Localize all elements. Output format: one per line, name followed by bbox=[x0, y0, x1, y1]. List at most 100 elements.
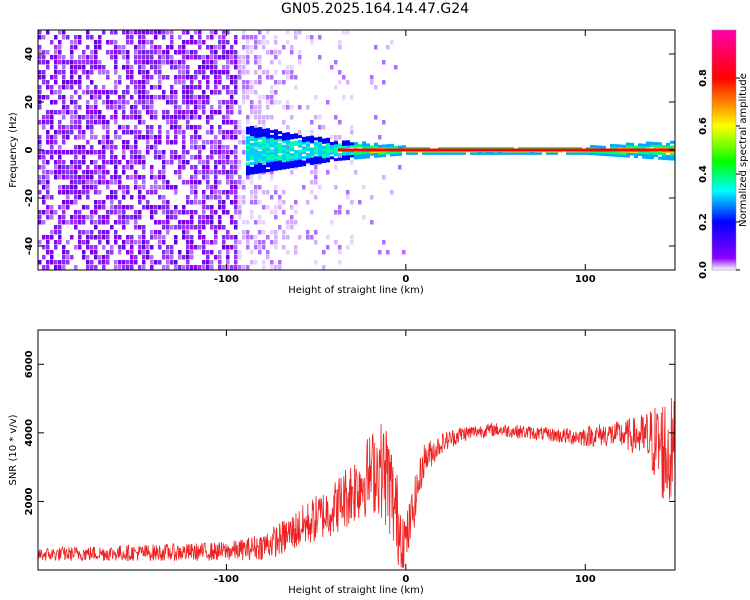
heatmap-cell bbox=[266, 152, 270, 156]
heatmap-cell bbox=[210, 60, 214, 65]
heatmap-cell bbox=[74, 225, 78, 230]
heatmap-cell bbox=[106, 170, 110, 175]
heatmap-cell bbox=[218, 150, 222, 155]
heatmap-cell bbox=[230, 220, 234, 225]
heatmap-cell bbox=[226, 130, 230, 135]
heatmap-cell bbox=[98, 255, 102, 260]
heatmap-cell bbox=[90, 95, 94, 100]
heatmap-cell bbox=[114, 115, 118, 120]
heatmap-cell bbox=[222, 85, 226, 90]
heatmap-cell bbox=[194, 200, 198, 205]
heatmap-cell bbox=[58, 165, 62, 170]
heatmap-cell bbox=[46, 150, 50, 155]
heatmap-cell bbox=[130, 35, 134, 40]
heatmap-cell bbox=[282, 164, 286, 168]
heatmap-cell bbox=[282, 235, 286, 240]
heatmap-cell bbox=[206, 60, 210, 65]
heatmap-cell bbox=[42, 200, 46, 205]
heatmap-cell bbox=[254, 127, 258, 131]
heatmap-cell bbox=[322, 250, 326, 255]
heatmap-cell bbox=[46, 175, 50, 180]
heatmap-cell bbox=[70, 55, 74, 60]
heatmap-cell bbox=[258, 60, 262, 65]
heatmap-cell bbox=[82, 170, 86, 175]
heatmap-cell bbox=[154, 85, 158, 90]
heatmap-cell bbox=[230, 160, 234, 165]
heatmap-cell bbox=[362, 185, 366, 190]
heatmap-cell bbox=[318, 125, 322, 130]
heatmap-cell bbox=[86, 100, 90, 105]
heatmap-cell bbox=[330, 135, 334, 140]
heatmap-cell bbox=[178, 160, 182, 165]
heatmap-cell bbox=[66, 85, 70, 90]
heatmap-cell bbox=[338, 45, 342, 50]
heatmap-cell bbox=[274, 55, 278, 60]
heatmap-cell bbox=[122, 100, 126, 105]
heatmap-cell bbox=[110, 90, 114, 95]
heatmap-cell bbox=[186, 55, 190, 60]
heatmap-cell bbox=[258, 143, 262, 147]
heatmap-cell bbox=[214, 170, 218, 175]
heatmap-cell bbox=[394, 65, 398, 70]
heatmap-cell bbox=[138, 240, 142, 245]
heatmap-cell bbox=[334, 146, 338, 150]
heatmap-cell bbox=[302, 156, 306, 160]
heatmap-cell bbox=[162, 210, 166, 215]
heatmap-cell bbox=[190, 185, 194, 190]
heatmap-cell bbox=[190, 100, 194, 105]
heatmap-cell bbox=[282, 156, 286, 160]
heatmap-cell bbox=[74, 100, 78, 105]
heatmap-cell bbox=[74, 135, 78, 140]
heatmap-cell bbox=[258, 141, 262, 145]
heatmap-cell bbox=[186, 90, 190, 95]
heatmap-cell bbox=[66, 165, 70, 170]
heatmap-cell bbox=[138, 110, 142, 115]
heatmap-cell bbox=[146, 60, 150, 65]
heatmap-cell bbox=[58, 205, 62, 210]
heatmap-cell bbox=[574, 151, 578, 155]
heatmap-cell bbox=[210, 185, 214, 190]
heatmap-cell bbox=[178, 75, 182, 80]
heatmap-cell bbox=[222, 130, 226, 135]
heatmap-cell bbox=[182, 160, 186, 165]
heatmap-cell bbox=[234, 250, 238, 255]
heatmap-cell bbox=[166, 220, 170, 225]
heatmap-cell bbox=[634, 155, 638, 159]
heatmap-cell bbox=[230, 135, 234, 140]
heatmap-cell bbox=[190, 110, 194, 115]
heatmap-ridge-cell bbox=[654, 148, 658, 152]
heatmap-cell bbox=[654, 142, 658, 146]
heatmap-cell bbox=[310, 40, 314, 45]
heatmap-cell bbox=[658, 144, 662, 148]
heatmap-cell bbox=[226, 160, 230, 165]
heatmap-cell bbox=[162, 205, 166, 210]
heatmap-ridge-cell bbox=[442, 148, 446, 152]
heatmap-cell bbox=[638, 150, 642, 154]
heatmap-cell bbox=[498, 151, 502, 155]
heatmap-cell bbox=[114, 145, 118, 150]
heatmap-cell bbox=[74, 105, 78, 110]
heatmap-cell bbox=[174, 240, 178, 245]
heatmap-cell bbox=[106, 160, 110, 165]
heatmap-cell bbox=[310, 120, 314, 125]
heatmap-cell bbox=[170, 95, 174, 100]
heatmap-cell bbox=[246, 175, 250, 180]
heatmap-cell bbox=[214, 180, 218, 185]
heatmap-cell bbox=[134, 110, 138, 115]
heatmap-cell bbox=[194, 140, 198, 145]
heatmap-cell bbox=[246, 230, 250, 235]
heatmap-cell bbox=[326, 152, 330, 156]
heatmap-cell bbox=[90, 175, 94, 180]
heatmap-cell bbox=[46, 235, 50, 240]
heatmap-cell bbox=[154, 175, 158, 180]
heatmap-cell bbox=[142, 195, 146, 200]
heatmap-cell bbox=[234, 50, 238, 55]
heatmap-cell bbox=[618, 146, 622, 150]
heatmap-cell bbox=[122, 240, 126, 245]
heatmap-cell bbox=[346, 157, 350, 161]
heatmap-cell bbox=[206, 75, 210, 80]
heatmap-cell bbox=[334, 141, 338, 145]
heatmap-cell bbox=[182, 140, 186, 145]
heatmap-cell bbox=[42, 95, 46, 100]
heatmap-cell bbox=[150, 235, 154, 240]
